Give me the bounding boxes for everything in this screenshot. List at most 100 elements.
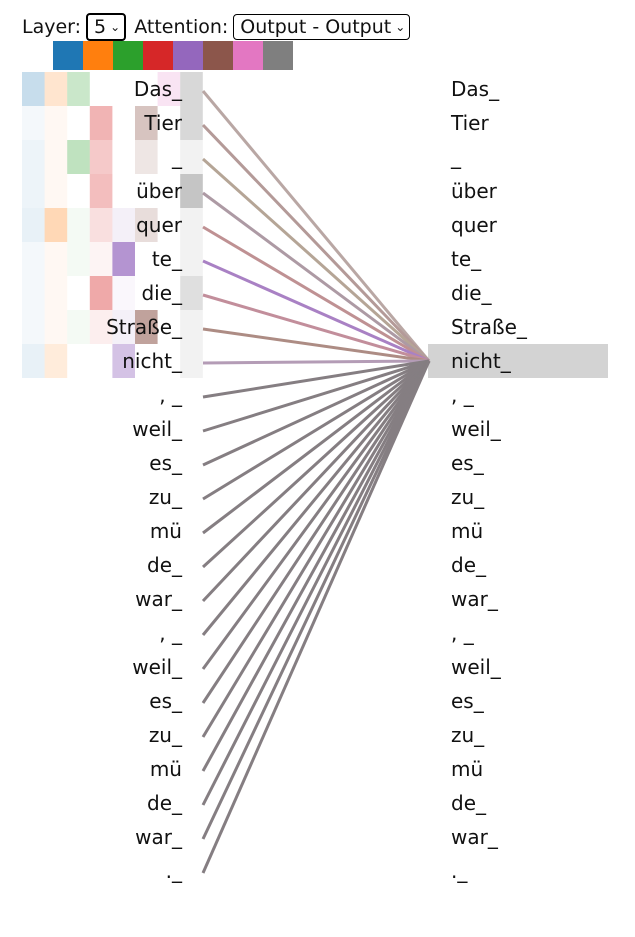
left-token[interactable]: es_: [149, 451, 183, 475]
right-token[interactable]: Tier: [450, 111, 489, 135]
left-token[interactable]: zu_: [149, 485, 183, 509]
left-token[interactable]: , _: [159, 621, 183, 645]
right-token[interactable]: über: [451, 179, 498, 203]
left-token[interactable]: weil_: [132, 417, 183, 441]
head-swatch-7[interactable]: [233, 41, 263, 70]
attention-heatmap-cell: [44, 174, 68, 208]
attention-heatmap-cell: [180, 72, 203, 106]
left-token[interactable]: Das_: [134, 77, 183, 101]
attention-heatmap-cell: [22, 276, 45, 310]
attention-line: [201, 360, 431, 670]
left-token[interactable]: te_: [152, 247, 183, 271]
left-token[interactable]: war_: [135, 825, 183, 849]
attention-heatmap-cell: [112, 310, 135, 344]
right-token[interactable]: Das_: [451, 77, 500, 101]
attention-line: [201, 360, 431, 772]
attention-line: [201, 360, 431, 806]
right-token[interactable]: te_: [451, 247, 482, 271]
attention-heatmap-cell: [67, 72, 90, 106]
layer-select-value: 5: [94, 16, 107, 38]
attention-heatmap-cell: [22, 310, 45, 344]
attention-line: [201, 360, 431, 704]
attention-heatmap-cell: [44, 208, 68, 242]
left-token[interactable]: Tier: [143, 111, 182, 135]
right-token[interactable]: zu_: [451, 485, 485, 509]
attention-line: [202, 191, 430, 363]
right-token[interactable]: , _: [451, 621, 475, 645]
attention-heatmap-cell: [180, 344, 203, 378]
right-token[interactable]: weil_: [451, 655, 502, 679]
left-token[interactable]: war_: [135, 587, 183, 611]
attention-heatmap-cell: [89, 276, 113, 310]
chevron-down-icon: ⌄: [110, 20, 121, 34]
attention-line: [202, 359, 430, 433]
attention-select-value: Output - Output: [240, 16, 392, 38]
right-token[interactable]: Straße_: [451, 315, 528, 339]
left-token[interactable]: de_: [147, 553, 183, 577]
right-token[interactable]: die_: [451, 281, 493, 305]
attention-select[interactable]: Output - Output ⌄: [233, 14, 411, 40]
right-token[interactable]: nicht_: [451, 349, 512, 373]
right-token[interactable]: ._: [451, 859, 468, 883]
right-token[interactable]: _: [450, 145, 462, 169]
attention-label: Attention:: [134, 16, 229, 38]
left-token[interactable]: die_: [141, 281, 183, 305]
attention-heatmap-cell: [67, 310, 90, 344]
attention-line: [202, 259, 430, 363]
attention-line: [201, 90, 431, 362]
left-token[interactable]: ._: [166, 859, 183, 883]
right-token[interactable]: mü: [451, 519, 483, 543]
attention-heatmap-cell: [89, 242, 113, 276]
right-token[interactable]: war_: [451, 825, 499, 849]
attention-heatmap-cell: [44, 344, 68, 378]
left-token[interactable]: Straße_: [106, 315, 183, 339]
right-token[interactable]: es_: [451, 451, 485, 475]
left-token[interactable]: _: [171, 145, 183, 169]
head-swatch-8[interactable]: [263, 41, 293, 70]
attention-line: [202, 359, 430, 365]
right-token[interactable]: de_: [451, 791, 487, 815]
left-token[interactable]: de_: [147, 791, 183, 815]
attention-heatmap-cell: [22, 140, 45, 174]
left-token[interactable]: weil_: [132, 655, 183, 679]
left-token[interactable]: über: [136, 179, 183, 203]
head-swatch-1[interactable]: [53, 41, 83, 70]
right-token[interactable]: es_: [451, 689, 485, 713]
head-swatch-6[interactable]: [203, 41, 233, 70]
right-token[interactable]: , _: [451, 383, 475, 407]
attention-heatmap-cell: [112, 344, 135, 378]
right-token[interactable]: weil_: [451, 417, 502, 441]
attention-line: [202, 359, 430, 535]
right-token[interactable]: zu_: [451, 723, 485, 747]
left-token[interactable]: quer: [136, 213, 183, 237]
right-token[interactable]: mü: [451, 757, 483, 781]
head-swatch-5[interactable]: [173, 41, 203, 70]
attention-line: [201, 123, 431, 363]
left-token[interactable]: es_: [149, 689, 183, 713]
attention-line: [201, 360, 431, 738]
right-token[interactable]: de_: [451, 553, 487, 577]
attention-heatmap-cell: [89, 140, 113, 174]
attention-line: [202, 359, 430, 399]
right-token[interactable]: war_: [451, 587, 499, 611]
head-swatch-2[interactable]: [83, 41, 113, 70]
attention-heatmap-cell: [180, 242, 203, 276]
attention-heatmap-cell: [44, 310, 68, 344]
attention-heatmap-cell: [67, 242, 90, 276]
left-token[interactable]: nicht_: [122, 349, 183, 373]
attention-line: [202, 327, 430, 363]
head-swatch-4[interactable]: [143, 41, 173, 70]
left-token[interactable]: zu_: [149, 723, 183, 747]
attention-heatmap-cell: [112, 242, 135, 276]
head-swatch-3[interactable]: [113, 41, 143, 70]
attention-line: [202, 359, 430, 501]
left-token[interactable]: mü: [150, 519, 182, 543]
right-token[interactable]: quer: [451, 213, 498, 237]
layer-select[interactable]: 5 ⌄: [86, 13, 127, 41]
left-token[interactable]: mü: [150, 757, 182, 781]
attention-heatmap-cell: [135, 140, 158, 174]
left-token[interactable]: , _: [159, 383, 183, 407]
attention-heatmap-cell: [89, 208, 113, 242]
attention-controls: Layer: 5 ⌄ Attention: Output - Output ⌄: [22, 12, 411, 42]
